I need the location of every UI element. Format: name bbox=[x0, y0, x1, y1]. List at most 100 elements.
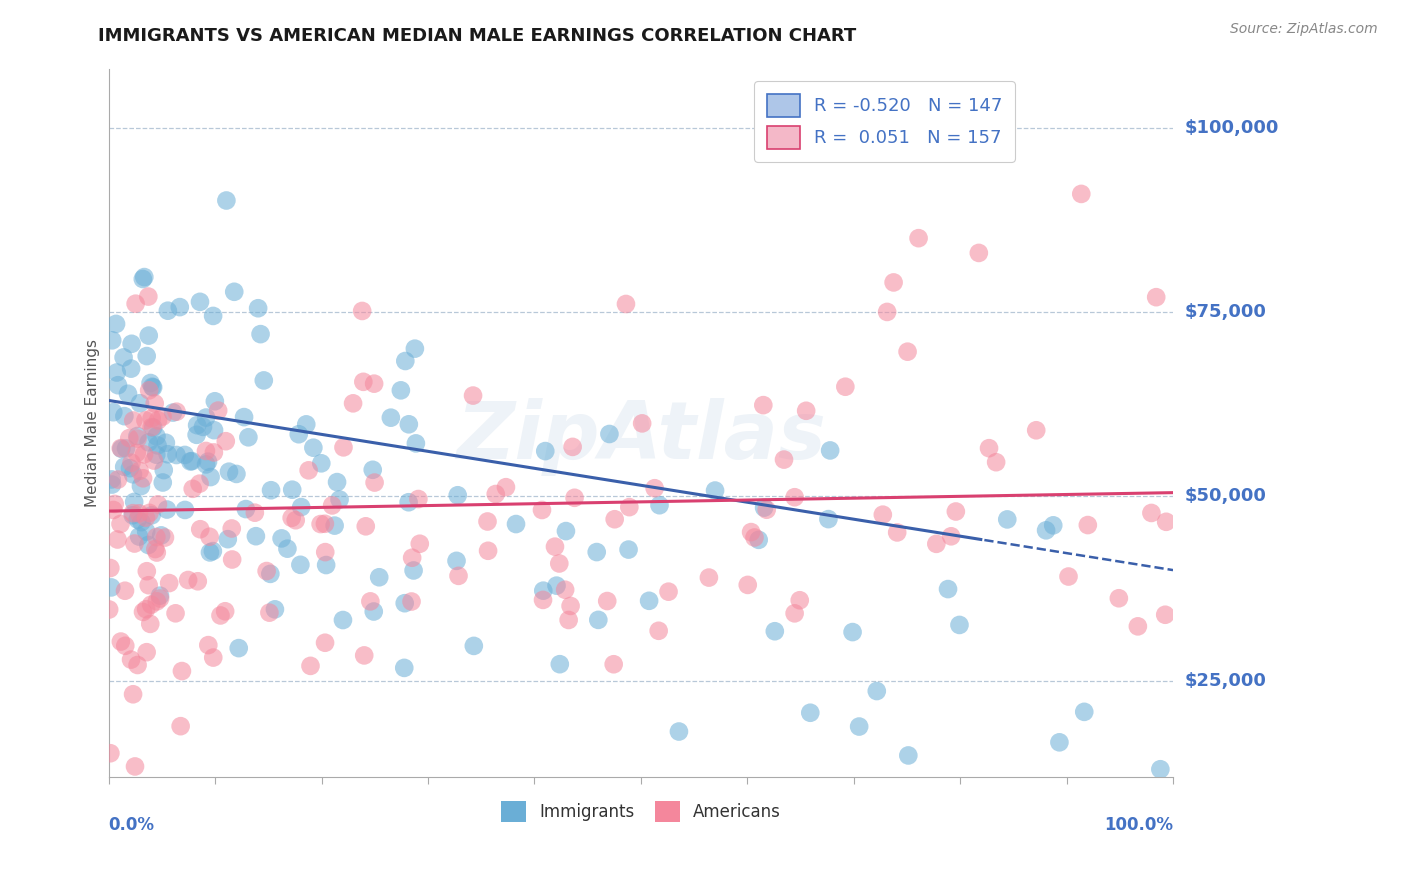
Point bbox=[352, 304, 374, 318]
Point bbox=[191, 420, 214, 434]
Point bbox=[152, 475, 174, 490]
Point bbox=[166, 448, 188, 462]
Point bbox=[401, 550, 423, 565]
Point bbox=[281, 483, 304, 497]
Point bbox=[398, 417, 420, 432]
Point bbox=[602, 657, 624, 672]
Point bbox=[866, 684, 889, 698]
Point bbox=[495, 480, 517, 494]
Point bbox=[122, 506, 145, 520]
Point bbox=[405, 436, 427, 450]
Point bbox=[110, 442, 132, 456]
Point bbox=[461, 388, 484, 402]
Point bbox=[156, 502, 179, 516]
Point bbox=[110, 441, 132, 455]
Point bbox=[485, 487, 508, 501]
Point bbox=[564, 491, 586, 505]
Point bbox=[1108, 591, 1130, 606]
Point bbox=[146, 594, 169, 608]
Legend: Immigrants, Americans: Immigrants, Americans bbox=[495, 795, 787, 829]
Point bbox=[169, 719, 191, 733]
Point bbox=[354, 519, 377, 533]
Point bbox=[531, 583, 554, 598]
Point bbox=[153, 531, 176, 545]
Point bbox=[131, 515, 153, 529]
Point bbox=[197, 638, 219, 652]
Point bbox=[128, 464, 150, 478]
Point bbox=[259, 566, 281, 581]
Point bbox=[755, 502, 778, 516]
Point bbox=[617, 542, 640, 557]
Point bbox=[752, 500, 775, 515]
Text: $50,000: $50,000 bbox=[1184, 487, 1265, 506]
Point bbox=[748, 533, 770, 547]
Point bbox=[221, 552, 243, 566]
Point bbox=[173, 448, 195, 462]
Point bbox=[120, 652, 142, 666]
Point bbox=[202, 423, 225, 437]
Point bbox=[752, 398, 775, 412]
Point bbox=[409, 537, 432, 551]
Point bbox=[1073, 705, 1095, 719]
Point bbox=[477, 543, 499, 558]
Point bbox=[138, 578, 160, 592]
Point bbox=[135, 510, 157, 524]
Point bbox=[872, 508, 894, 522]
Point bbox=[142, 420, 165, 434]
Point bbox=[107, 473, 129, 487]
Point bbox=[897, 748, 920, 763]
Point bbox=[202, 309, 225, 323]
Point bbox=[141, 508, 163, 523]
Point bbox=[129, 479, 152, 493]
Point bbox=[1077, 518, 1099, 533]
Point bbox=[105, 317, 128, 331]
Point bbox=[136, 289, 159, 303]
Y-axis label: Median Male Earnings: Median Male Earnings bbox=[86, 339, 100, 507]
Point bbox=[290, 500, 312, 514]
Point bbox=[557, 613, 579, 627]
Point bbox=[883, 276, 905, 290]
Point bbox=[139, 376, 162, 390]
Point bbox=[125, 446, 148, 460]
Point bbox=[783, 607, 806, 621]
Point bbox=[284, 513, 307, 527]
Point bbox=[145, 429, 167, 443]
Point bbox=[155, 435, 177, 450]
Point bbox=[315, 558, 337, 572]
Point bbox=[132, 471, 155, 485]
Point bbox=[181, 482, 204, 496]
Point bbox=[876, 305, 898, 319]
Point bbox=[177, 573, 200, 587]
Text: 0.0%: 0.0% bbox=[108, 815, 155, 833]
Point bbox=[249, 327, 271, 342]
Point bbox=[907, 231, 929, 245]
Point bbox=[215, 434, 238, 449]
Point bbox=[122, 687, 145, 701]
Point bbox=[544, 540, 567, 554]
Point bbox=[394, 354, 416, 368]
Point bbox=[233, 410, 256, 425]
Point bbox=[198, 530, 221, 544]
Point bbox=[1144, 290, 1167, 304]
Point bbox=[142, 380, 165, 394]
Point bbox=[114, 583, 136, 598]
Point bbox=[477, 515, 499, 529]
Point bbox=[638, 594, 661, 608]
Point bbox=[363, 475, 385, 490]
Point bbox=[295, 417, 318, 432]
Point bbox=[744, 531, 766, 545]
Point bbox=[129, 396, 152, 410]
Point bbox=[1149, 762, 1171, 776]
Point bbox=[112, 459, 135, 474]
Point bbox=[207, 403, 229, 417]
Point bbox=[897, 344, 920, 359]
Point bbox=[280, 511, 302, 525]
Point bbox=[276, 541, 298, 556]
Point bbox=[329, 492, 352, 507]
Point bbox=[221, 521, 243, 535]
Point bbox=[146, 545, 169, 559]
Point bbox=[886, 525, 908, 540]
Point bbox=[100, 581, 122, 595]
Point bbox=[560, 599, 582, 613]
Point bbox=[145, 448, 167, 462]
